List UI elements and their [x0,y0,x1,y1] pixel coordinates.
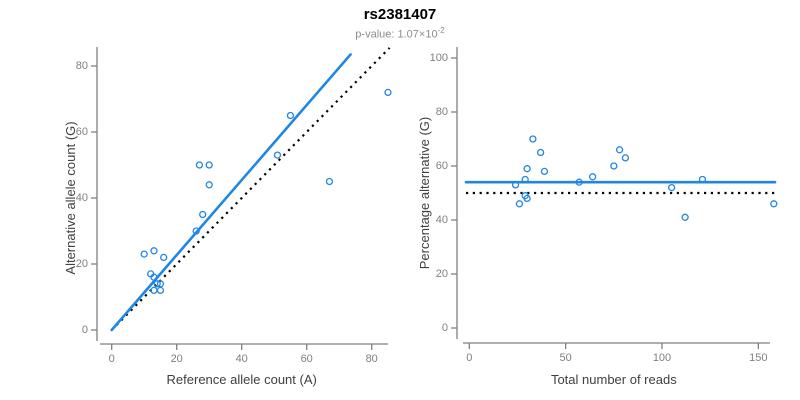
y-tick-label: 0 [442,322,448,334]
x-tick-label: 80 [366,353,378,365]
x-axis-title: Reference allele count (A) [167,372,317,387]
x-tick-label: 0 [466,352,472,364]
data-point [205,161,213,169]
x-tick-label: 150 [749,352,767,364]
data-point [199,210,207,219]
data-point [681,213,689,221]
data-point [529,135,537,143]
data-point [150,273,158,281]
data-point [610,162,618,170]
x-tick-label: 0 [109,353,115,365]
data-point [160,253,168,262]
data-point [325,177,334,186]
y-tick-label: 20 [436,268,448,280]
data-point [523,194,531,203]
x-tick-label: 20 [171,353,183,365]
data-point [195,161,204,169]
data-point [273,151,282,159]
y-tick-label: 80 [76,60,88,72]
data-point [156,286,165,295]
x-tick-label: 40 [236,353,248,365]
data-point [667,183,676,192]
y-tick-label: 20 [76,258,88,270]
data-point [770,200,778,208]
data-point [588,173,597,181]
data-point [286,111,295,120]
data-point [536,148,545,157]
y-axis-title: Percentage alternative (G) [417,117,432,269]
panel-percentage-vs-reads: 0 20 40 60 80 100 0 50 100 150 Total number of rea… [417,47,778,387]
data-point [140,250,148,258]
y-axis-title: Alternative allele count (G) [63,121,78,274]
data-point [511,181,520,189]
x-tick-label: 50 [560,352,572,364]
y-tick-label: 60 [76,126,88,138]
data-point [615,146,624,154]
y-tick-label: 60 [436,160,448,172]
data-point [575,178,583,186]
data-point [192,227,200,235]
y-tick-label: 40 [76,192,88,204]
y-tick-label: 40 [436,214,448,226]
data-point [205,181,213,189]
y-tick-label: 80 [436,106,448,118]
data-point [515,200,524,208]
y-tick-label: 0 [82,324,88,336]
data-point [621,154,630,162]
reference-dotted-line [110,47,391,331]
y-tick-label: 100 [430,52,448,64]
fit-line [110,53,352,332]
data-point [698,175,707,184]
x-tick-label: 100 [653,352,671,364]
data-point [540,167,549,176]
data-point [384,88,392,97]
x-tick-label: 60 [301,353,313,365]
data-point [521,175,529,184]
x-axis-title: Total number of reads [551,372,677,387]
data-point [523,165,531,173]
panel-allele-counts: 0 20 40 60 80 0 20 40 60 80 Reference allele count… [63,47,392,387]
data-point [153,280,161,288]
data-point [150,247,158,255]
